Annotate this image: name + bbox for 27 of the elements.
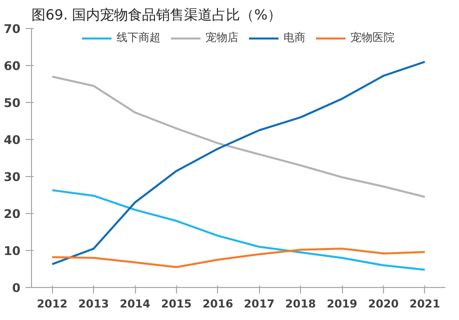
x-tick-label: 2018 bbox=[285, 298, 316, 310]
y-tick-label: 30 bbox=[4, 170, 21, 184]
legend-label: 宠物医院 bbox=[350, 30, 394, 45]
legend-label: 宠物店 bbox=[206, 30, 238, 45]
x-tick-label: 2015 bbox=[161, 298, 192, 310]
chart-title: 图69. 国内宠物食品销售渠道占比（%） bbox=[32, 8, 282, 24]
y-tick-label: 20 bbox=[4, 207, 21, 221]
x-tick-label: 2013 bbox=[78, 298, 109, 310]
y-tick-label: 50 bbox=[4, 96, 21, 110]
line-series bbox=[51, 60, 426, 266]
x-tick-label: 2017 bbox=[244, 298, 275, 310]
x-tick-label: 2014 bbox=[120, 298, 151, 310]
x-tick-label: 2016 bbox=[202, 298, 234, 310]
y-tick-label: 60 bbox=[4, 59, 21, 73]
y-tick-label: 70 bbox=[4, 22, 21, 36]
x-tick-label: 2019 bbox=[326, 298, 358, 310]
x-tick-label: 2012 bbox=[36, 298, 68, 310]
y-tick-label: 0 bbox=[12, 281, 21, 295]
legend-label: 线下商超 bbox=[116, 30, 160, 45]
legend-label: 电商 bbox=[284, 30, 306, 45]
line-series bbox=[51, 189, 426, 271]
x-tick-label: 2020 bbox=[368, 298, 400, 310]
y-tick-label: 40 bbox=[4, 133, 21, 147]
line-series bbox=[51, 76, 426, 198]
line-series bbox=[51, 248, 426, 268]
y-tick-label: 10 bbox=[4, 244, 21, 258]
x-tick-label: 2021 bbox=[409, 298, 440, 310]
